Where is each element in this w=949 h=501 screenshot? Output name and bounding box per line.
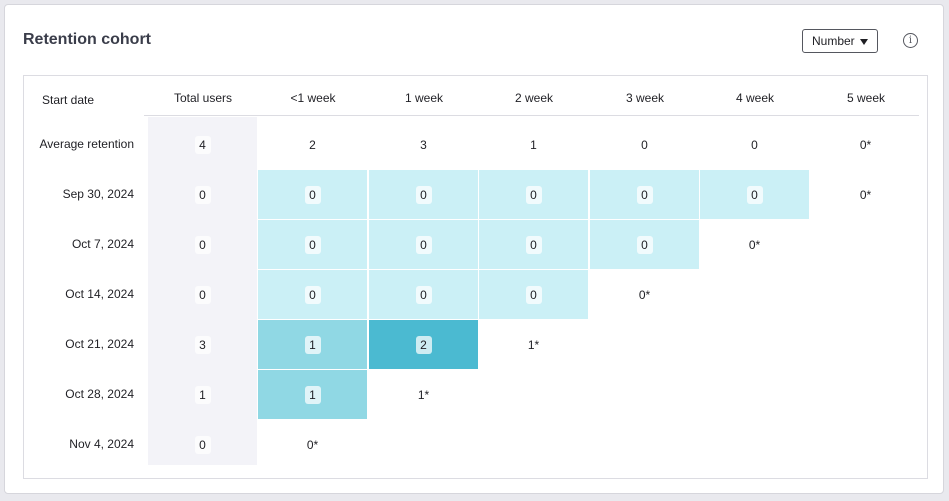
row-label: Nov 4, 2024 — [69, 437, 134, 451]
retention-cell[interactable]: 1 — [258, 320, 367, 369]
cell-value: 0 — [525, 185, 542, 204]
total-users-cell: 3 — [148, 320, 257, 369]
retention-cell: 0* — [700, 220, 809, 269]
retention-cell: 1* — [369, 370, 478, 419]
cell-value: 2 — [309, 137, 316, 152]
cell-value: 1 — [530, 137, 537, 152]
cell-value: 1 — [194, 385, 211, 404]
total-users-cell: 4 — [148, 120, 257, 169]
cell-value: 0* — [859, 137, 872, 152]
cell-value: 1 — [304, 335, 321, 354]
retention-cell[interactable]: 0 — [479, 170, 588, 219]
row-label: Oct 7, 2024 — [71, 237, 134, 251]
total-users-cell: 0 — [148, 220, 257, 269]
retention-cell: 1* — [479, 320, 588, 369]
retention-cell: 0* — [590, 270, 699, 319]
retention-cell: 0* — [811, 120, 920, 169]
total-users-cell: 0 — [148, 420, 257, 469]
row-label: Average retention — [39, 137, 134, 151]
retention-cell[interactable]: 0 — [479, 270, 588, 319]
total-users-cell: 0 — [148, 170, 257, 219]
column-header-4: 2 week — [514, 91, 554, 105]
cell-value: 0 — [525, 285, 542, 304]
info-icon[interactable]: i — [903, 33, 918, 48]
retention-cell[interactable]: 0 — [258, 220, 367, 269]
row-label: Oct 28, 2024 — [65, 387, 134, 401]
retention-cell[interactable]: 2 — [369, 320, 478, 369]
cell-value: 3 — [194, 335, 211, 354]
cell-value: 0 — [194, 435, 211, 454]
column-header-1: Total users — [173, 91, 233, 105]
retention-cell[interactable]: 0 — [590, 220, 699, 269]
retention-cell[interactable]: 0 — [369, 170, 478, 219]
cell-value: 1* — [527, 337, 540, 352]
metric-dropdown[interactable]: Number — [802, 29, 878, 53]
cell-value: 0 — [415, 235, 432, 254]
cell-value: 0* — [859, 187, 872, 202]
cell-value: 0 — [415, 285, 432, 304]
header-divider — [144, 115, 919, 116]
retention-cell[interactable]: 0 — [258, 270, 367, 319]
metric-dropdown-value: Number — [812, 34, 855, 48]
retention-cell: 0* — [811, 170, 920, 219]
row-label: Oct 21, 2024 — [65, 337, 134, 351]
cell-value: 0 — [304, 285, 321, 304]
retention-cell[interactable]: 0 — [258, 170, 367, 219]
retention-cell: 2 — [258, 120, 367, 169]
cell-value: 1* — [417, 387, 430, 402]
retention-cell: 1 — [479, 120, 588, 169]
card-title: Retention cohort — [23, 31, 151, 48]
cell-value: 0 — [194, 185, 211, 204]
cell-value: 0 — [746, 185, 763, 204]
column-header-0: Start date — [42, 93, 95, 107]
cohort-table: Start date Total users <1 week 1 week 2 week… — [23, 75, 928, 479]
cell-value: 0* — [748, 237, 761, 252]
cell-value: 0 — [194, 285, 211, 304]
retention-cell[interactable]: 0 — [369, 220, 478, 269]
cell-value: 0* — [638, 287, 651, 302]
caret-down-icon — [860, 39, 868, 45]
retention-cell: 0* — [258, 420, 367, 469]
cell-value: 4 — [194, 135, 211, 154]
retention-cell: 0 — [700, 120, 809, 169]
cell-value: 2 — [415, 335, 432, 354]
column-header-2: <1 week — [290, 91, 336, 105]
cell-value: 0 — [751, 137, 758, 152]
column-header-5: 3 week — [625, 91, 665, 105]
retention-cell[interactable]: 1 — [258, 370, 367, 419]
cell-value: 0 — [636, 235, 653, 254]
column-header-3: 1 week — [404, 91, 444, 105]
cell-value: 0 — [525, 235, 542, 254]
total-users-cell: 1 — [148, 370, 257, 419]
row-label: Oct 14, 2024 — [65, 287, 134, 301]
cell-value: 0 — [636, 185, 653, 204]
retention-cell[interactable]: 0 — [479, 220, 588, 269]
total-users-cell: 0 — [148, 270, 257, 319]
cell-value: 1 — [304, 385, 321, 404]
retention-cell[interactable]: 0 — [700, 170, 809, 219]
column-header-7: 5 week — [846, 91, 886, 105]
cell-value: 0 — [415, 185, 432, 204]
cell-value: 0* — [306, 437, 319, 452]
retention-cell[interactable]: 0 — [369, 270, 478, 319]
cell-value: 0 — [641, 137, 648, 152]
retention-cohort-card: Retention cohort Number i Start date Tota… — [4, 4, 944, 494]
row-label: Sep 30, 2024 — [62, 187, 134, 201]
cell-value: 0 — [304, 235, 321, 254]
retention-cell[interactable]: 0 — [590, 170, 699, 219]
cell-value: 0 — [304, 185, 321, 204]
retention-cell: 0 — [590, 120, 699, 169]
cell-value: 3 — [420, 137, 427, 152]
column-header-6: 4 week — [735, 91, 775, 105]
cell-value: 0 — [194, 235, 211, 254]
retention-cell: 3 — [369, 120, 478, 169]
